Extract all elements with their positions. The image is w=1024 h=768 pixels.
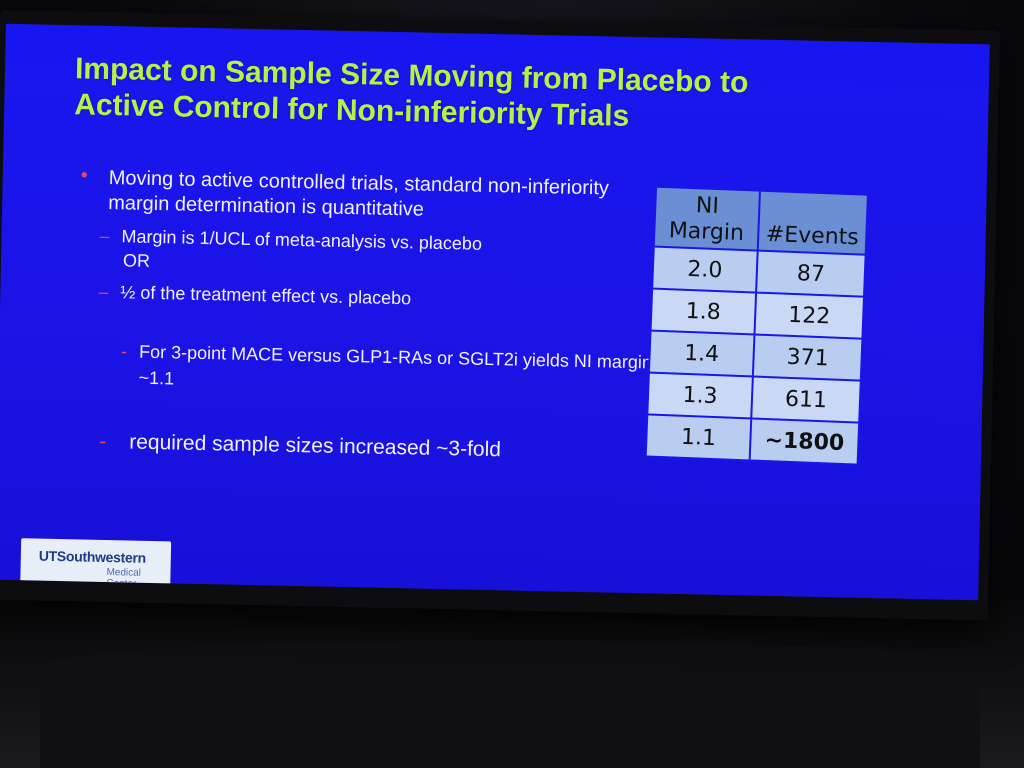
events-cell: 122 [754,292,865,339]
bullet-dot-icon: • [80,164,89,187]
bullet-list: • Moving to active controlled trials, st… [75,164,661,467]
dash-icon: - [120,341,128,362]
margin-cell: 1.4 [648,330,755,377]
bullet-1: • Moving to active controlled trials, st… [80,164,661,227]
table-header-row: NI Margin #Events [653,186,868,255]
events-cell: 87 [756,250,866,297]
ut-southwestern-logo: UTSouthwestern Medical Center [20,538,172,592]
header-margin: Margin [668,218,745,247]
header-ni: NI [695,193,720,220]
sub-bullet-2-text: ½ of the treatment effect vs. placebo [120,282,412,309]
events-cell: ~1800 [749,418,860,465]
bullet-1-text: Moving to active controlled trials, stan… [108,166,610,221]
display-bezel: Impact on Sample Size Moving from Placeb… [0,9,1001,621]
header-ni-margin: NI Margin [653,186,760,251]
events-cell: 611 [751,376,861,423]
margin-cell: 1.3 [647,372,753,419]
dash-icon: – [98,281,109,303]
margin-cell: 2.0 [652,246,758,293]
events-cell: 371 [752,334,863,381]
final-bullet-text: required sample sizes increased ~3-fold [128,430,502,462]
logo-line-2: Medical Center [106,567,142,590]
sub-bullet-3: - For 3-point MACE versus GLP1-RAs or SG… [76,337,657,401]
dash-icon: – [99,225,110,247]
sub-bullet-2: – ½ of the treatment effect vs. placebo [78,279,658,315]
presentation-slide: Impact on Sample Size Moving from Placeb… [0,23,990,601]
screen-stand-shadow [40,640,980,768]
logo-line-1: UTSouthwestern [38,547,147,566]
slide-title: Impact on Sample Size Moving from Placeb… [74,51,935,141]
table-row: 1.1 ~1800 [645,414,860,465]
header-events: #Events [757,190,868,255]
ni-margin-table: NI Margin #Events 2.0 87 1.8 122 1.4 371 [645,186,869,466]
final-bullet: - required sample sizes increased ~3-fol… [75,427,655,467]
sub-bullet-3-text: For 3-point MACE versus GLP1-RAs or SGLT… [138,341,653,389]
margin-cell: 1.8 [650,288,757,335]
dash-icon: - [99,429,107,453]
margin-cell: 1.1 [645,414,752,461]
